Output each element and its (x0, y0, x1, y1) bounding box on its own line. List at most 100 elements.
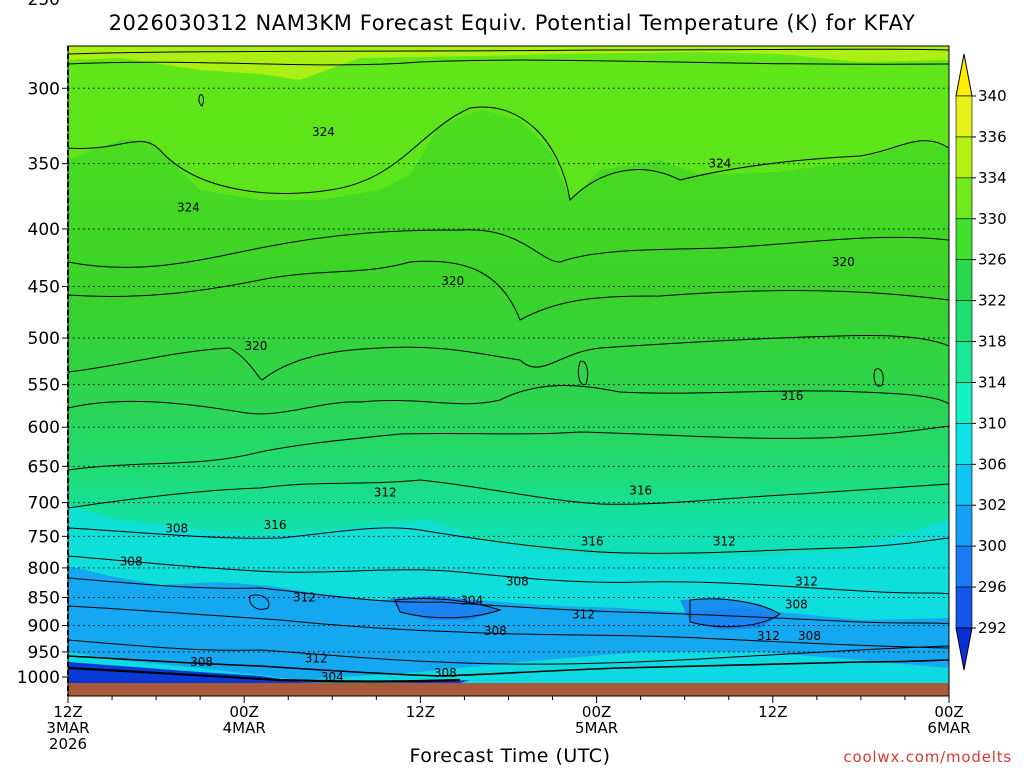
colorbar-label: 292 (978, 619, 1007, 637)
x-tick-label: 00Z (230, 703, 259, 721)
contour-label: 308 (506, 575, 529, 589)
contour-label: 316 (780, 389, 803, 403)
contour-line (68, 639, 949, 665)
contour-label: 304 (460, 593, 483, 607)
contour-label: 312 (757, 629, 780, 643)
y-tick-label: 550 (28, 376, 60, 396)
contour-line (68, 425, 949, 471)
blue-pocket-east (680, 598, 780, 630)
pressure-axis: 250 300 350 400 450 500 550 600 650 700 750 800 850 9… (17, 0, 68, 688)
contour-line (68, 106, 949, 202)
y-tick-label: 950 (28, 643, 60, 663)
contour-line (68, 555, 949, 595)
colorbar-label: 302 (978, 496, 1007, 514)
colorbar-label: 334 (978, 169, 1007, 187)
x-tick-label: 4MAR (223, 719, 266, 737)
y-tick-label: 650 (28, 457, 60, 477)
y-tick-label: 450 (28, 278, 60, 298)
y-tick-label: 900 (28, 616, 60, 636)
x-tick-label: 00Z (582, 703, 611, 721)
contour-label: 308 (484, 624, 507, 638)
x-tick-label: 00Z (934, 703, 963, 721)
contour-line (198, 94, 204, 107)
contour-line (68, 59, 949, 66)
colorbar-swatch (955, 341, 973, 383)
contour-label: 316 (629, 484, 652, 498)
colorbar-label: 318 (978, 333, 1007, 351)
contour-label: 308 (120, 555, 143, 569)
x-tick-label: 6MAR (927, 719, 970, 737)
contour-label: 308 (785, 597, 808, 611)
contour-line (68, 527, 949, 554)
x-axis-label: Forecast Time (UTC) (410, 745, 611, 767)
x-tick-label: 2026 (49, 735, 87, 753)
contour-label: 320 (244, 339, 267, 353)
contour-line (68, 577, 949, 625)
colorbar-swatch (955, 95, 973, 138)
colorbar-swatch (955, 136, 973, 179)
contour-label: 324 (177, 201, 200, 215)
colorbar-label: 336 (978, 128, 1007, 146)
contour-label: 312 (572, 607, 595, 621)
colorbar-swatch (955, 259, 973, 301)
colorbar-label: 314 (978, 373, 1007, 391)
colorbar-swatch (955, 423, 973, 465)
contour-line (68, 655, 949, 677)
contour-line (68, 479, 949, 509)
contour-line (68, 385, 949, 415)
y-tick-label: 400 (28, 220, 60, 240)
colorbar-max-arrow (955, 53, 973, 97)
x-tick-label: 12Z (406, 703, 435, 721)
colorbar-min-arrow (955, 627, 973, 671)
y-tick-label: 800 (28, 559, 60, 579)
colorbar-swatch (955, 504, 973, 547)
y-tick-label: 750 (28, 527, 60, 547)
colorbar-label: 326 (978, 251, 1007, 269)
x-tick-label: 3MAR (46, 719, 89, 737)
contour-line (68, 260, 949, 321)
y-tick-label: 300 (28, 79, 60, 99)
contour-lines (68, 48, 949, 683)
colorbar-label: 340 (978, 87, 1007, 105)
plot-area: 3283243243243203203203163163163163123123… (68, 46, 949, 696)
colorbar-swatch (955, 218, 973, 260)
contour-label: 312 (374, 486, 397, 500)
contour-line (873, 368, 884, 387)
contour-line (394, 597, 502, 619)
contour-label: 308 (434, 666, 457, 680)
colorbar-swatch (955, 545, 973, 588)
contour-label: 308 (165, 521, 188, 535)
x-tick-label: 12Z (758, 703, 787, 721)
top-yellow-band (68, 46, 949, 80)
colorbar-label: 296 (978, 578, 1007, 596)
colorbar-swatch (955, 300, 973, 342)
pressure-gridlines (68, 87, 949, 653)
contour-label: 308 (798, 629, 821, 643)
contour-line (689, 598, 781, 628)
contour-line (68, 605, 949, 649)
contour-label: 316 (264, 518, 287, 532)
contour-label: 320 (441, 274, 464, 288)
colorbar-swatch (955, 177, 973, 220)
colorbar-label: 300 (978, 537, 1007, 555)
contour-label: 312 (795, 575, 818, 589)
upper-lighter-band (68, 46, 949, 200)
x-tick-label: 12Z (53, 703, 82, 721)
y-tick-label: 700 (28, 494, 60, 514)
source-credit: coolwx.com/modelts (843, 748, 1012, 766)
contour-line (249, 594, 270, 610)
colorbar-label: 330 (978, 210, 1007, 228)
contour-line (68, 666, 461, 683)
contour-label: 308 (190, 655, 213, 669)
contour-label: 324 (708, 157, 731, 171)
colorbar: 340 336 334 330 326 322 318 314 310 306 302 300 296 2… (955, 53, 1007, 671)
y-tick-label: 1000 (17, 668, 60, 688)
y-tick-label: 600 (28, 418, 60, 438)
contour-line (68, 229, 949, 268)
contour-label: 324 (312, 125, 335, 139)
colorbar-swatch (955, 464, 973, 506)
y-tick-label: 350 (28, 155, 60, 175)
contour-labels: 3283243243243203203203163163163163123123… (120, 125, 855, 684)
x-tick-label: 5MAR (575, 719, 618, 737)
